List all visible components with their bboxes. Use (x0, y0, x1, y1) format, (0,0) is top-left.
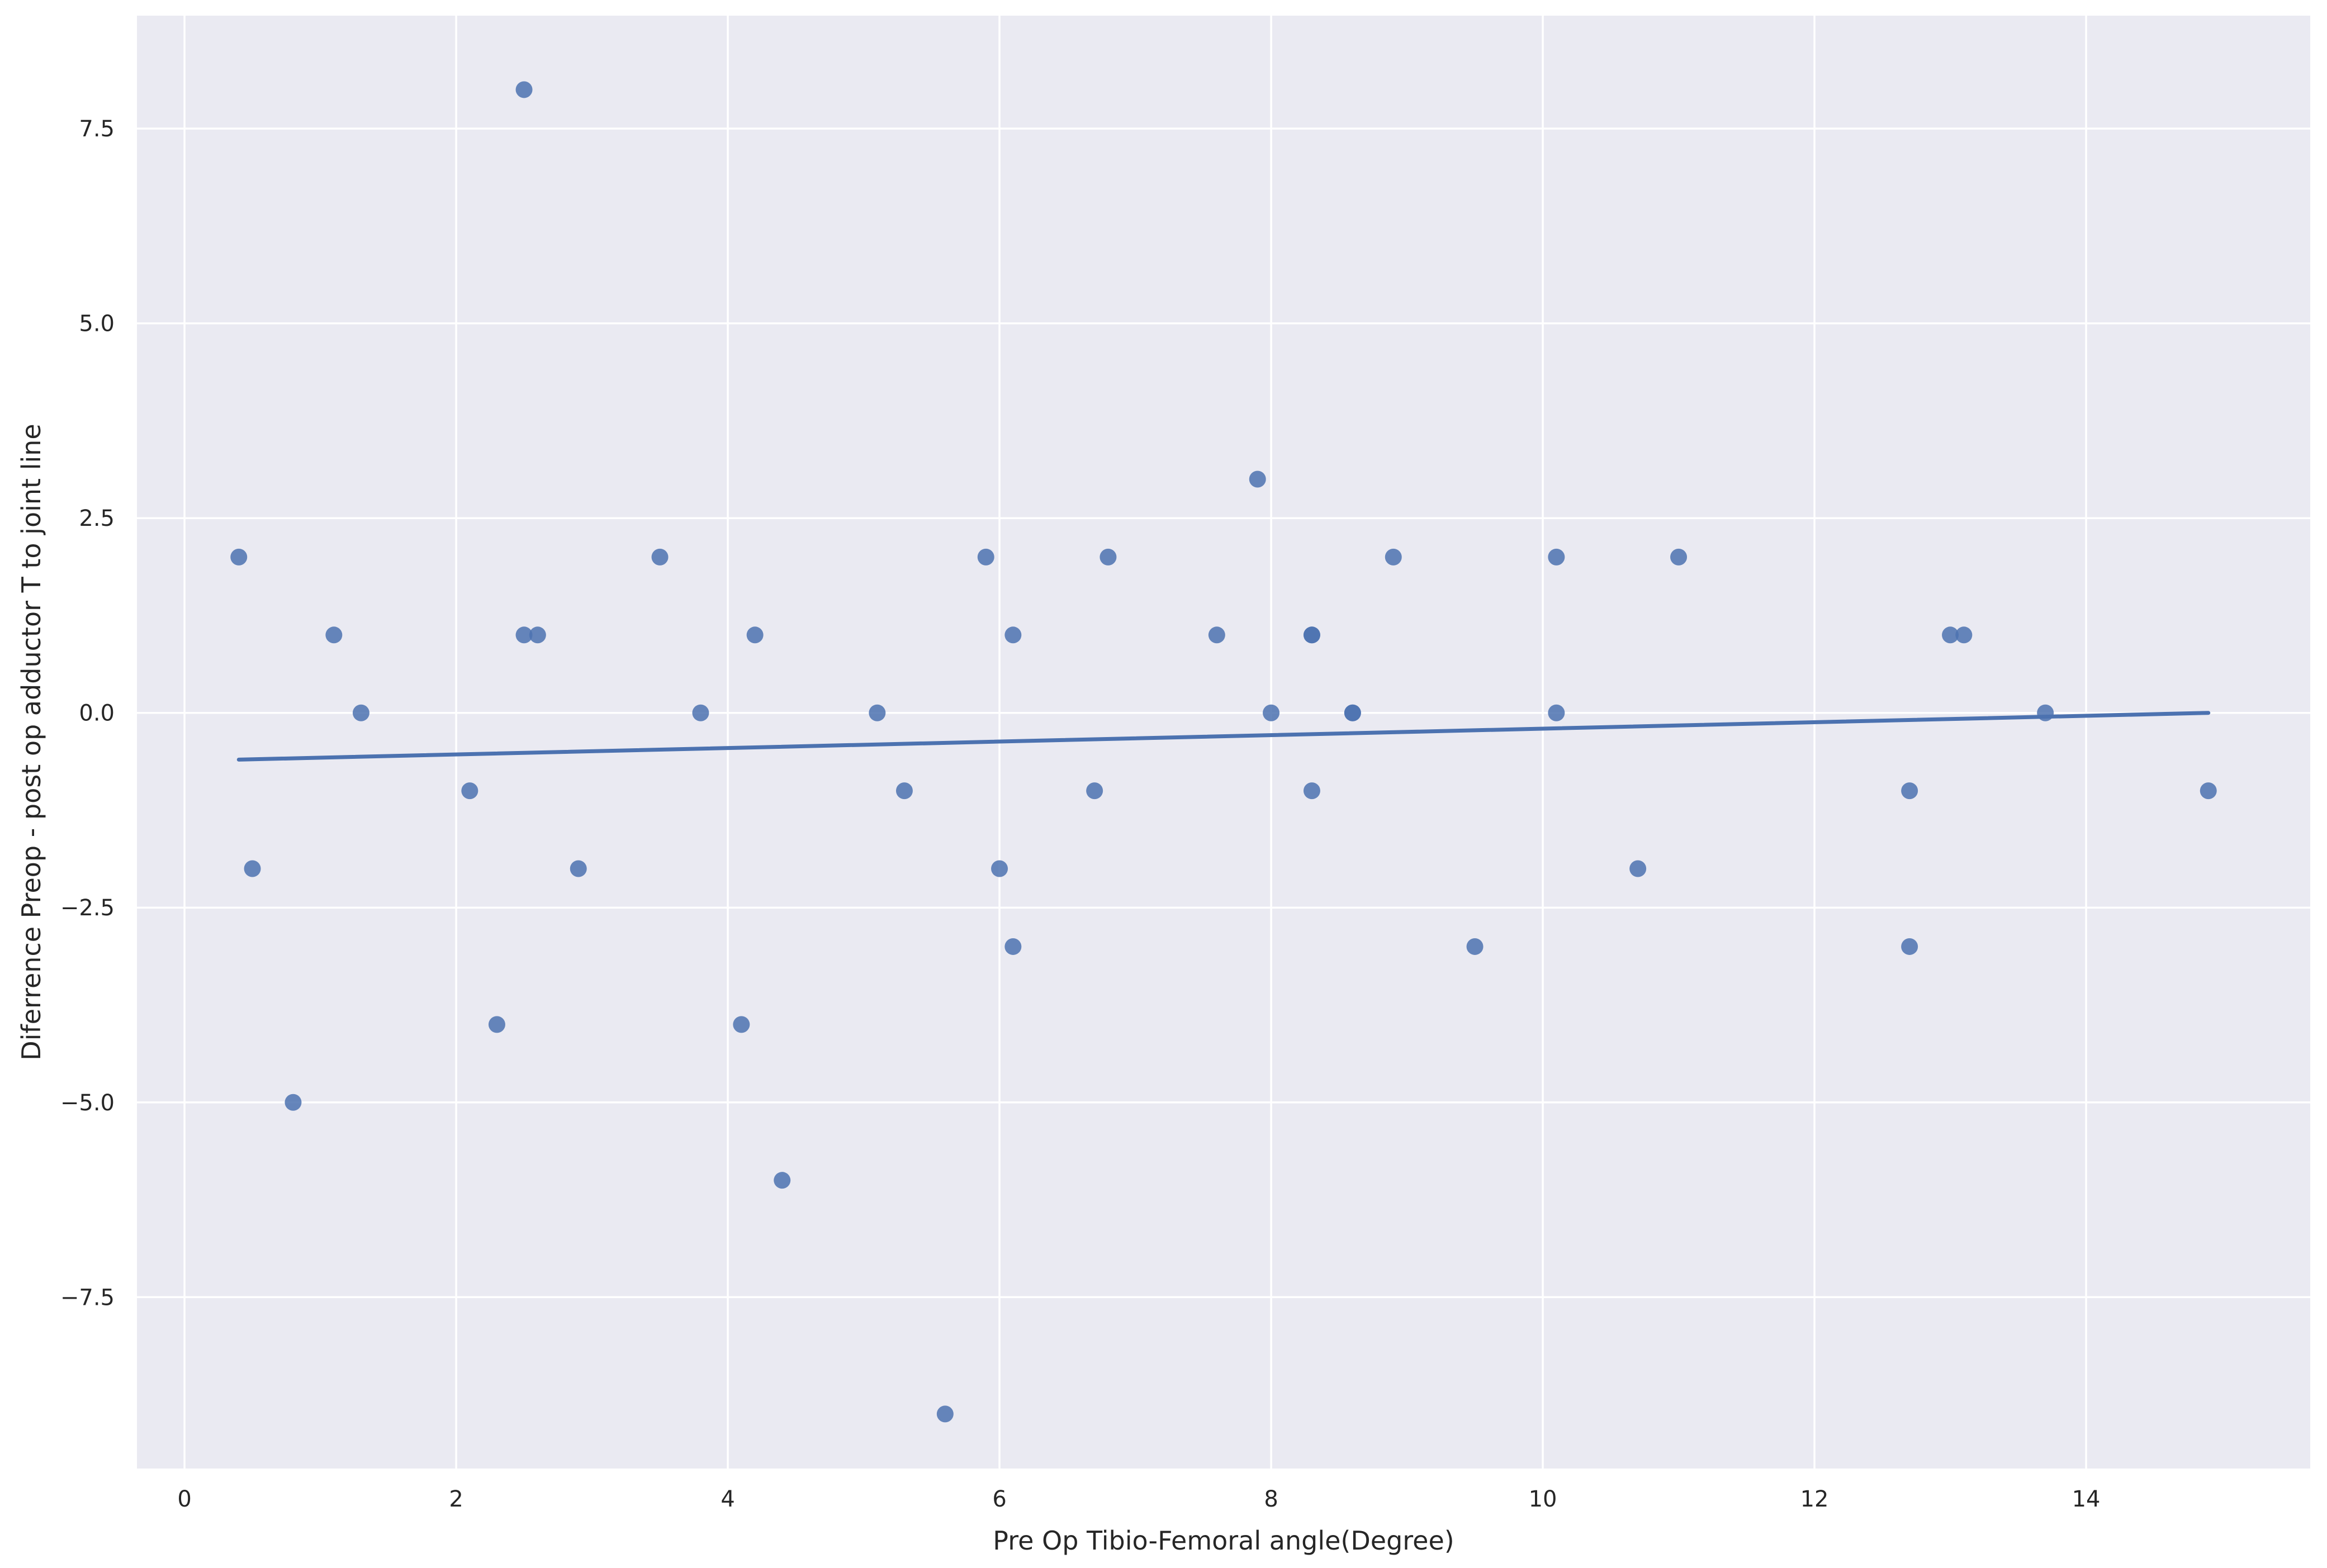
x-tick-label: 8 (1264, 1486, 1278, 1512)
data-point (325, 626, 343, 644)
regression-line-group (236, 711, 2211, 762)
plot-background (137, 16, 2310, 1469)
data-point (692, 704, 709, 721)
data-point (977, 548, 994, 566)
data-point (515, 626, 533, 644)
data-point (1004, 626, 1022, 644)
y-tick-label: −7.5 (60, 1285, 115, 1310)
x-tick-label: 4 (721, 1486, 734, 1512)
data-point (936, 1405, 954, 1423)
data-point (1548, 548, 1565, 566)
data-point (746, 626, 764, 644)
y-tick-label: −5.0 (60, 1090, 115, 1116)
x-axis-label: Pre Op Tibio-Femoral angle(Degree) (993, 1526, 1454, 1556)
y-tick-label: 0.0 (79, 701, 115, 726)
data-point (1263, 704, 1280, 721)
data-point (2200, 782, 2217, 800)
y-tick-label: 2.5 (79, 506, 115, 531)
y-tick-label: 7.5 (79, 116, 115, 142)
data-point (895, 782, 913, 800)
data-point (1004, 938, 1022, 955)
data-point (230, 548, 248, 566)
y-axis-label: Diferrence Preop - post op adductor T to… (16, 424, 46, 1060)
data-point (991, 860, 1008, 877)
data-point (461, 782, 478, 800)
data-point (1901, 782, 1918, 800)
data-point (733, 1016, 750, 1033)
x-tick-label: 12 (1800, 1486, 1829, 1512)
data-point (244, 860, 261, 877)
data-point (869, 704, 886, 721)
data-point (570, 860, 587, 877)
data-point (515, 81, 533, 98)
regression-line (236, 711, 2211, 762)
x-tick-label: 14 (2072, 1486, 2101, 1512)
data-point (1303, 782, 1320, 800)
data-point (1955, 626, 1973, 644)
data-point (285, 1094, 302, 1111)
y-tick-label: 5.0 (79, 311, 115, 337)
y-tick-label: −2.5 (60, 895, 115, 921)
x-tick-label: 6 (992, 1486, 1006, 1512)
data-point (1548, 704, 1565, 721)
data-point (1303, 626, 1320, 644)
data-point (1344, 704, 1361, 721)
y-axis-ticks: 7.5 5.0 2.5 0.0 −2.5 −5.0 −7.5 (60, 116, 115, 1310)
x-tick-label: 10 (1529, 1486, 1557, 1512)
data-point (1385, 548, 1402, 566)
data-point (774, 1172, 791, 1189)
gridlines (137, 16, 2310, 1469)
data-point (651, 548, 669, 566)
data-point (1629, 860, 1647, 877)
data-point (1086, 782, 1103, 800)
data-point (352, 704, 369, 721)
data-point (1208, 626, 1225, 644)
data-point (1466, 938, 1484, 955)
x-tick-label: 2 (449, 1486, 463, 1512)
x-axis-ticks: 0 2 4 6 8 10 12 14 (177, 1486, 2100, 1512)
data-points (230, 81, 2217, 1423)
data-point (1942, 626, 1959, 644)
data-point (488, 1016, 505, 1033)
x-tick-label: 0 (177, 1486, 191, 1512)
data-point (1249, 471, 1266, 488)
data-point (1099, 548, 1117, 566)
data-point (1901, 938, 1918, 955)
data-point (529, 626, 546, 644)
data-point (1670, 548, 1688, 566)
